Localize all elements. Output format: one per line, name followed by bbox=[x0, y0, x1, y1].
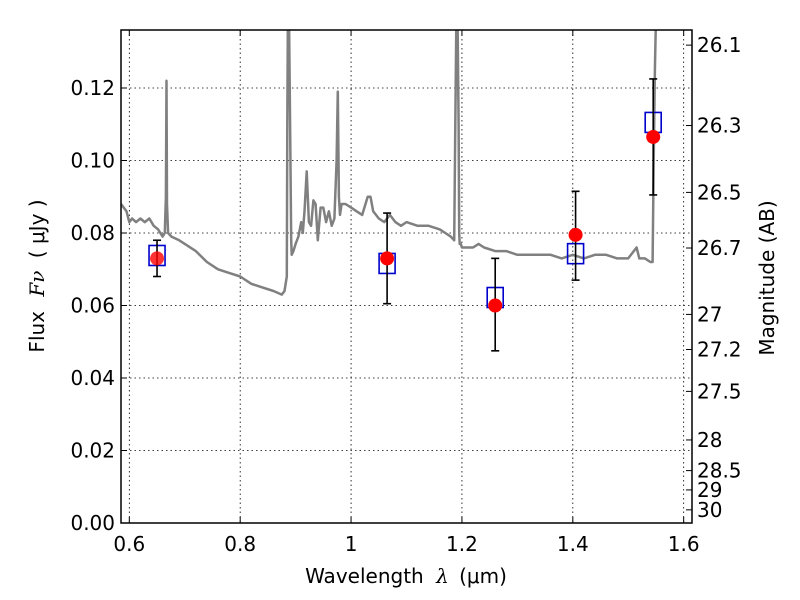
marker-layer bbox=[148, 78, 662, 352]
y-axis-label-text: Flux bbox=[25, 311, 49, 353]
y2-tick-label: 27.2 bbox=[697, 337, 742, 361]
y-tick-label: 0.06 bbox=[70, 294, 115, 318]
y2-tick-label: 27.5 bbox=[697, 379, 742, 403]
x-tick-label: 1.4 bbox=[557, 532, 589, 556]
y-tick-label: 0.08 bbox=[70, 221, 115, 245]
x-axis-label-text: Wavelength bbox=[305, 564, 424, 588]
y2-tick-label: 26.7 bbox=[697, 236, 742, 260]
observed-flux-point bbox=[568, 227, 583, 242]
grid-lines bbox=[121, 30, 692, 524]
y-axis-label-symbol: Fν bbox=[25, 271, 49, 298]
y-tick-label: 0.12 bbox=[70, 76, 115, 100]
y2-tick-label: 28.5 bbox=[697, 459, 742, 483]
plot-frame bbox=[120, 29, 693, 524]
y-tick-label: 0.02 bbox=[70, 439, 115, 463]
y2-tick-label: 26.3 bbox=[697, 114, 742, 138]
x-tick-label: 0.8 bbox=[224, 532, 256, 556]
y-tick-label: 0.10 bbox=[70, 149, 115, 173]
x-axis-label: Wavelength λ (μm) bbox=[305, 564, 507, 588]
x-tick-label: 1.6 bbox=[668, 532, 700, 556]
x-tick-label: 1 bbox=[345, 532, 358, 556]
y-axis-label: Flux Fν ( μJy ) bbox=[25, 199, 49, 352]
y2-tick-label: 28 bbox=[697, 428, 722, 452]
model-spectrum-line bbox=[121, 30, 657, 296]
data-layer bbox=[121, 30, 657, 296]
observed-flux-point bbox=[488, 298, 503, 313]
y2-tick-label: 30 bbox=[697, 498, 722, 522]
observed-flux-point bbox=[646, 129, 661, 144]
y-axis-label-unit: ( μJy ) bbox=[25, 199, 49, 258]
x-axis-label-unit: (μm) bbox=[459, 564, 507, 588]
observed-flux-point bbox=[150, 251, 165, 266]
observed-flux-point bbox=[380, 251, 395, 266]
x-axis-label-symbol: λ bbox=[435, 564, 449, 588]
x-tick-label: 1.2 bbox=[446, 532, 478, 556]
y2-tick-label: 26.1 bbox=[697, 33, 742, 57]
y2-axis-label: Magnitude (AB) bbox=[755, 200, 779, 355]
x-tick-label: 0.6 bbox=[113, 532, 145, 556]
y2-tick-label: 27 bbox=[697, 302, 722, 326]
y-tick-label: 0.04 bbox=[70, 366, 115, 390]
axis-ticks: 0.6 0.8 1 1.2 1.4 1.6 0.00 0.02 0.04 0.06 0.08 0.10… bbox=[70, 30, 742, 556]
y2-tick-label: 29 bbox=[697, 478, 722, 502]
y2-tick-label: 26.5 bbox=[697, 180, 742, 204]
y-tick-label: 0.00 bbox=[70, 511, 115, 535]
